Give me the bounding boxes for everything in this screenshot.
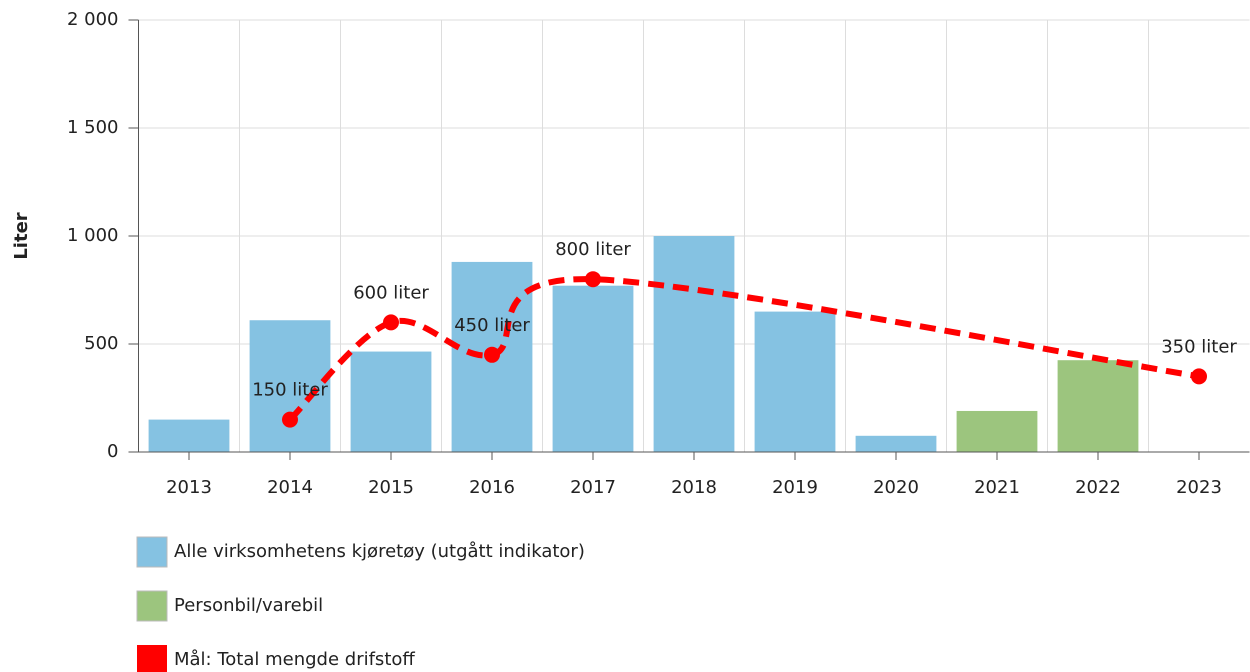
data-label: 150 liter (252, 380, 328, 401)
x-tick-label: 2013 (166, 477, 212, 498)
target-point (1191, 368, 1207, 385)
target-point (585, 271, 601, 288)
x-tick-label: 2017 (570, 477, 616, 498)
y-tick-label: 1 500 (67, 117, 119, 138)
x-tick-label: 2015 (368, 477, 414, 498)
legend-label: Mål: Total mengde drifstoff (174, 649, 415, 670)
bar (1057, 360, 1139, 452)
legend-swatch (137, 645, 167, 672)
x-tick-label: 2016 (469, 477, 515, 498)
x-tick-label: 2022 (1075, 477, 1121, 498)
legend-label: Alle virksomhetens kjøretøy (utgått indi… (174, 541, 585, 562)
y-tick-label: 500 (84, 333, 118, 354)
bar (754, 311, 836, 452)
bar (350, 351, 432, 452)
data-label: 350 liter (1161, 336, 1237, 357)
bar (552, 285, 634, 452)
x-tick-label: 2023 (1176, 477, 1222, 498)
bar (855, 435, 937, 452)
x-tick-label: 2021 (974, 477, 1020, 498)
legend-label: Personbil/varebil (174, 595, 323, 616)
bar (956, 410, 1038, 452)
data-label: 800 liter (555, 239, 631, 260)
y-tick-label: 0 (107, 441, 118, 462)
target-point (282, 411, 298, 428)
bar (653, 236, 735, 452)
x-tick-label: 2014 (267, 477, 313, 498)
target-point (383, 314, 399, 331)
legend-swatch (136, 590, 168, 622)
target-point (484, 346, 500, 363)
x-tick-label: 2020 (873, 477, 919, 498)
y-tick-label: 1 000 (67, 225, 119, 246)
data-label: 600 liter (353, 282, 429, 303)
legend-swatch (136, 536, 168, 568)
target-line (287, 276, 1200, 422)
bar (148, 419, 230, 452)
data-label: 450 liter (454, 315, 530, 336)
bar (249, 320, 331, 452)
y-axis-title: Liter (11, 212, 32, 259)
x-tick-label: 2019 (772, 477, 818, 498)
y-tick-label: 2 000 (67, 9, 119, 30)
x-tick-label: 2018 (671, 477, 717, 498)
